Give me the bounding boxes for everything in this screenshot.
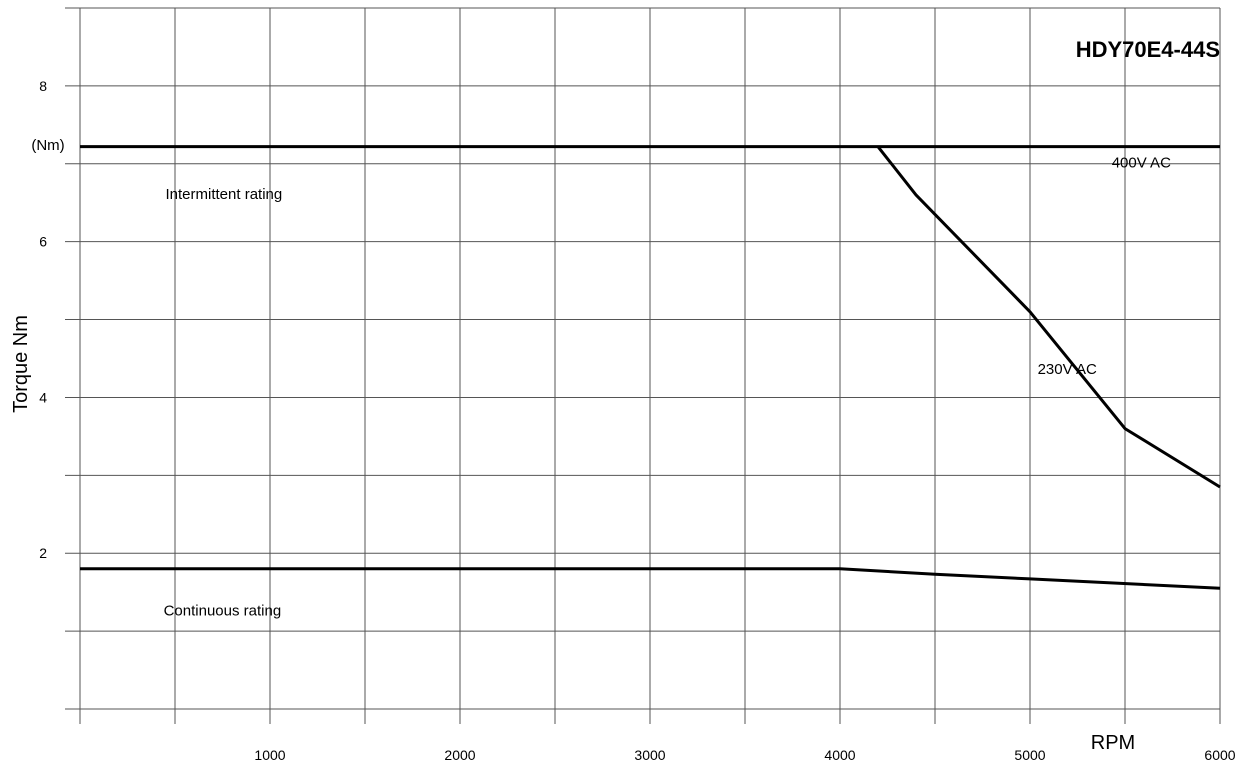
x-tick-label-1000: 1000 bbox=[254, 747, 285, 763]
grid bbox=[65, 7, 1221, 724]
annotation-intermittent-label: Intermittent rating bbox=[166, 186, 283, 203]
x-tick-label-2000: 2000 bbox=[444, 747, 475, 763]
y-tick-label-4: 4 bbox=[39, 389, 47, 405]
annotation-230v-label: 230V AC bbox=[1038, 361, 1097, 378]
annotation-continuous-label: Continuous rating bbox=[164, 603, 282, 620]
y-tick-label-2: 2 bbox=[39, 545, 47, 561]
tick-labels: 1000 2000 3000 4000 5000 6000 2 4 6 8 bbox=[39, 78, 1236, 763]
y-tick-label-8: 8 bbox=[39, 78, 47, 94]
y-axis-label: Torque Nm bbox=[10, 315, 32, 413]
x-tick-label-5000: 5000 bbox=[1014, 747, 1045, 763]
series-continuous bbox=[80, 567, 1221, 590]
chart-title: HDY70E4-44S bbox=[1076, 37, 1220, 62]
annotations: Intermittent rating 400V AC 230V AC Continu… bbox=[164, 155, 1171, 620]
x-tick-label-3000: 3000 bbox=[634, 747, 665, 763]
y-unit-label: (Nm) bbox=[31, 137, 64, 154]
series-intermittent-230v bbox=[876, 145, 1221, 489]
y-tick-label-6: 6 bbox=[39, 234, 47, 250]
x-tick-label-6000: 6000 bbox=[1204, 747, 1235, 763]
curves bbox=[80, 145, 1221, 590]
x-tick-label-4000: 4000 bbox=[824, 747, 855, 763]
annotation-400v-label: 400V AC bbox=[1112, 155, 1171, 172]
x-axis-label: RPM bbox=[1091, 732, 1135, 754]
